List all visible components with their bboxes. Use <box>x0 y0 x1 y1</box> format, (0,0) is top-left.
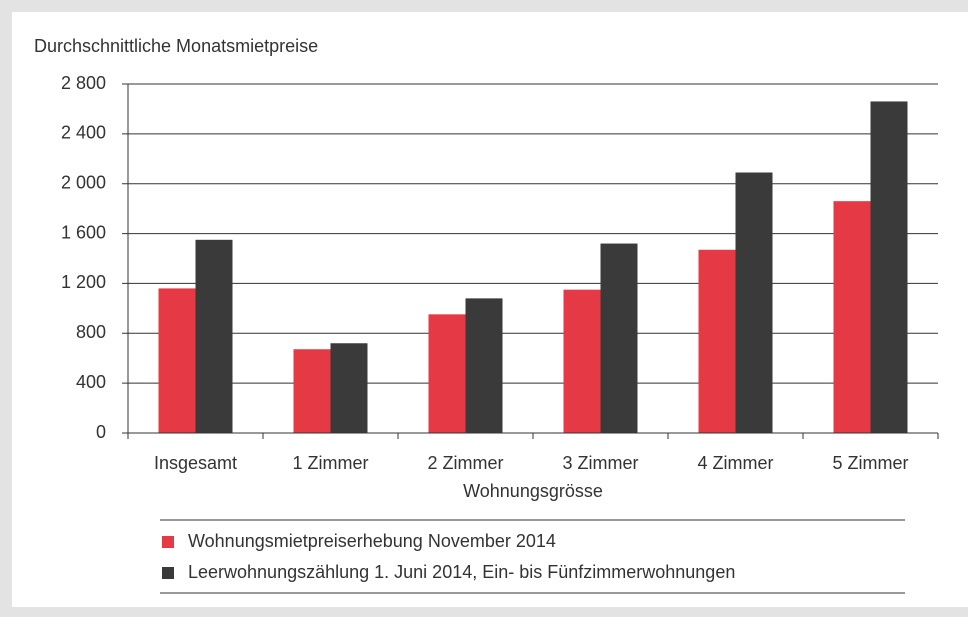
bar <box>870 101 908 433</box>
y-tick-label: 1 200 <box>61 272 106 292</box>
bar <box>293 349 331 433</box>
y-tick-label: 2 800 <box>61 73 106 93</box>
y-tick-label: 0 <box>96 422 106 442</box>
bar <box>735 172 773 433</box>
x-tick-label: 2 Zimmer <box>428 453 504 473</box>
legend-swatch <box>162 536 174 548</box>
bar <box>330 343 368 433</box>
legend-label: Wohnungsmietpreiserhebung November 2014 <box>188 531 556 551</box>
bar <box>698 249 736 433</box>
bar <box>563 289 601 433</box>
y-tick-label: 800 <box>76 322 106 342</box>
bar <box>465 298 503 433</box>
y-tick-label: 2 400 <box>61 123 106 143</box>
legend-swatch <box>162 567 174 579</box>
y-tick-label: 400 <box>76 372 106 392</box>
chart-title: Durchschnittliche Monatsmietpreise <box>34 36 318 56</box>
bar <box>195 239 233 433</box>
bar <box>833 201 871 433</box>
x-tick-label: 5 Zimmer <box>833 453 909 473</box>
y-tick-label: 1 600 <box>61 222 106 242</box>
x-tick-label: 3 Zimmer <box>563 453 639 473</box>
legend-label: Leerwohnungszählung 1. Juni 2014, Ein- b… <box>188 562 735 582</box>
x-tick-label: Insgesamt <box>154 453 237 473</box>
bar <box>428 314 466 433</box>
x-tick-label: 4 Zimmer <box>698 453 774 473</box>
bar <box>600 243 638 433</box>
y-tick-label: 2 000 <box>61 172 106 192</box>
x-tick-label: 1 Zimmer <box>293 453 369 473</box>
x-axis-title: Wohnungsgrösse <box>463 481 603 501</box>
bar <box>158 288 196 433</box>
